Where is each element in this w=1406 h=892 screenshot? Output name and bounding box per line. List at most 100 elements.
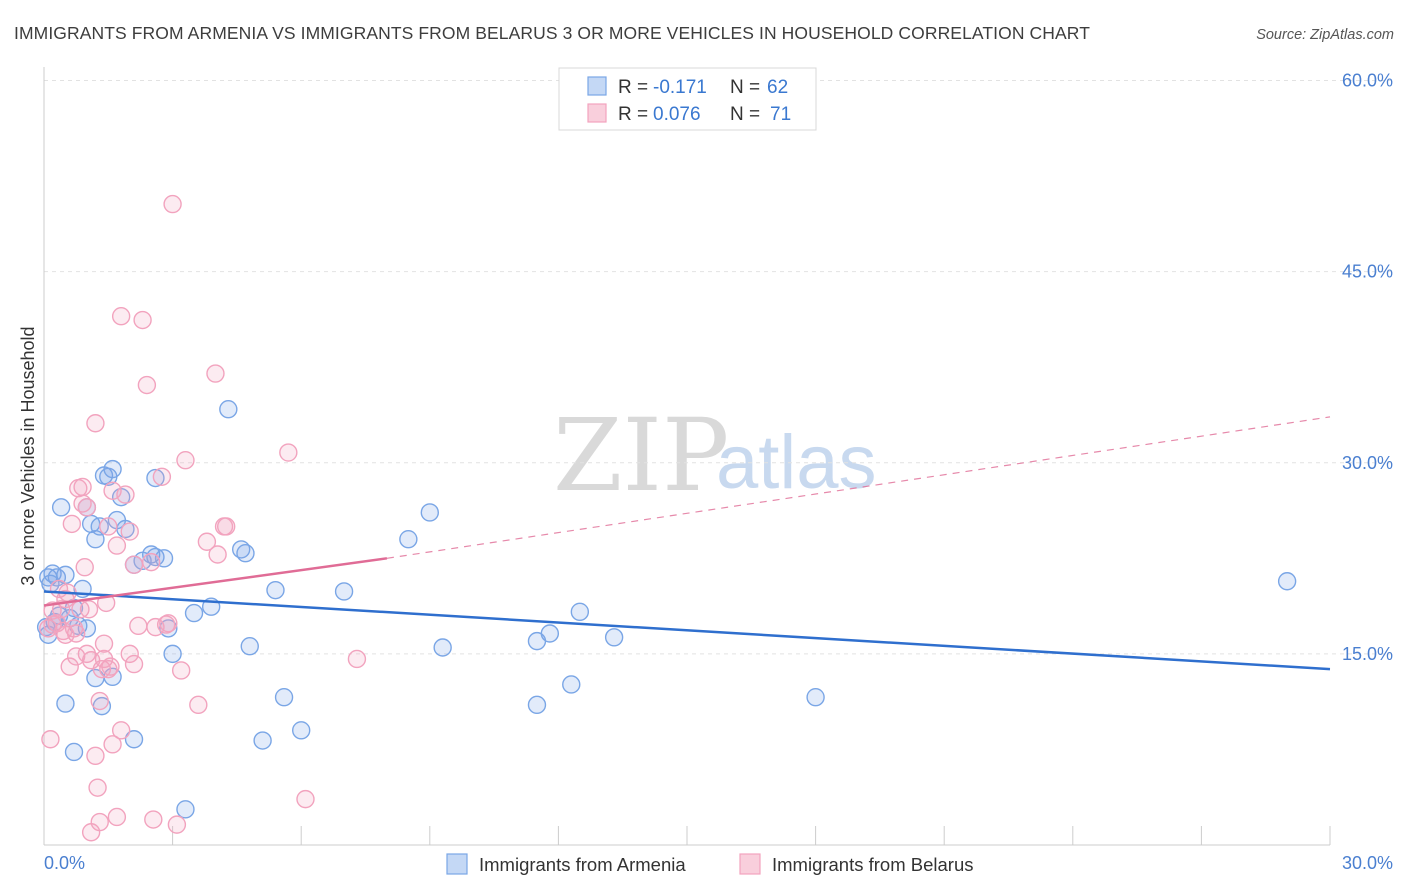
belarus-point	[86, 414, 105, 433]
chart-title: IMMIGRANTS FROM ARMENIA VS IMMIGRANTS FR…	[14, 23, 1090, 43]
belarus-point	[62, 514, 82, 534]
belarus-point	[41, 730, 60, 749]
watermark: ZIP atlas	[553, 397, 877, 514]
belarus-point	[77, 498, 97, 517]
armenia-point	[64, 742, 84, 762]
belarus-point	[94, 649, 114, 669]
legend-r-value-armenia: -0.171	[653, 77, 707, 98]
belarus-point	[60, 657, 79, 676]
belarus-point	[133, 310, 152, 330]
armenia-point	[540, 624, 560, 643]
watermark-zip: ZIP	[553, 397, 729, 514]
belarus-point	[171, 661, 191, 680]
legend-n-label-belarus: N =	[730, 104, 760, 125]
armenia-point	[604, 628, 624, 647]
y-tick-label: 15.0%	[1342, 644, 1393, 664]
legend-n-value-armenia: 62	[767, 77, 788, 98]
belarus-point	[99, 517, 118, 536]
belarus-point	[120, 644, 139, 664]
armenia-point	[1277, 572, 1297, 591]
legend-r-label-armenia: R =	[618, 77, 648, 98]
legend-n-value-belarus: 71	[770, 104, 791, 125]
armenia-trend-line	[43, 590, 1331, 671]
y-tick-label: 30.0%	[1342, 453, 1393, 473]
armenia-point	[334, 582, 354, 601]
belarus-point	[296, 789, 315, 809]
belarus-point	[137, 375, 157, 395]
belarus-point	[116, 485, 135, 504]
chart-source: Source: ZipAtlas.com	[1256, 27, 1394, 43]
correlation-legend: R = -0.171 N = 62 R = 0.076 N = 71	[558, 67, 817, 131]
belarus-point	[111, 721, 131, 740]
armenia-point	[433, 638, 452, 657]
armenia-point	[806, 687, 825, 707]
belarus-point	[107, 807, 127, 827]
belarus-point	[163, 194, 182, 214]
armenia-point	[420, 503, 439, 522]
belarus-point	[107, 536, 127, 555]
armenia-point	[51, 498, 71, 517]
belarus-trend-line	[43, 557, 388, 607]
legend-n-label-armenia: N =	[730, 77, 760, 98]
series-legend-label-armenia: Immigrants from Armenia	[479, 854, 686, 875]
y-tick-label: 60.0%	[1342, 71, 1393, 91]
armenia-point	[77, 619, 97, 638]
armenia-point	[527, 695, 547, 715]
belarus-point	[120, 522, 139, 541]
belarus-point	[216, 517, 236, 536]
belarus-point	[167, 815, 187, 834]
legend-r-label-belarus: R =	[618, 104, 648, 125]
armenia-point	[236, 544, 255, 563]
belarus-point	[197, 532, 217, 551]
armenia-point	[399, 530, 418, 549]
belarus-point	[124, 654, 144, 674]
belarus-point	[176, 451, 195, 470]
belarus-point	[347, 649, 367, 669]
armenia-point	[240, 637, 259, 656]
legend-swatch-belarus	[587, 103, 607, 123]
belarus-point	[206, 364, 225, 383]
belarus-point	[94, 634, 114, 653]
belarus-point	[129, 616, 148, 636]
armenia-point	[146, 468, 165, 488]
armenia-point	[292, 721, 311, 740]
belarus-point	[90, 812, 109, 832]
gridlines	[44, 80, 1394, 655]
x-tick-label: 0.0%	[44, 853, 85, 873]
belarus-point	[86, 746, 105, 766]
belarus-point	[103, 735, 122, 754]
belarus-point	[75, 558, 94, 577]
armenia-point	[103, 459, 122, 479]
trend-lines	[43, 416, 1331, 671]
belarus-point	[79, 600, 99, 619]
series-legend: Immigrants from Armenia Immigrants from …	[446, 853, 974, 875]
belarus-point	[66, 647, 86, 666]
armenia-point	[562, 675, 581, 694]
x-tick-labels: 0.0% 30.0%	[44, 853, 1393, 873]
armenia-point	[274, 687, 294, 707]
armenia-point	[266, 580, 285, 600]
belarus-point	[88, 778, 107, 797]
armenia-point	[184, 603, 204, 623]
data-points	[36, 194, 1297, 842]
belarus-point	[77, 644, 97, 664]
belarus-point	[124, 555, 144, 574]
armenia-point	[570, 602, 590, 622]
belarus-point	[99, 659, 118, 679]
series-legend-label-belarus: Immigrants from Belarus	[772, 854, 974, 875]
belarus-point	[66, 624, 86, 643]
belarus-point	[73, 477, 92, 497]
belarus-point	[111, 307, 131, 326]
belarus-point	[90, 691, 109, 711]
armenia-point	[219, 400, 238, 419]
belarus-point	[144, 810, 163, 829]
series-legend-swatch-belarus	[739, 853, 761, 875]
armenia-point	[253, 731, 272, 750]
belarus-point	[152, 467, 172, 486]
belarus-point	[156, 615, 176, 634]
armenia-point	[56, 694, 75, 713]
axes	[43, 67, 1331, 846]
belarus-point	[141, 552, 161, 572]
legend-r-value-belarus: 0.076	[653, 104, 701, 125]
